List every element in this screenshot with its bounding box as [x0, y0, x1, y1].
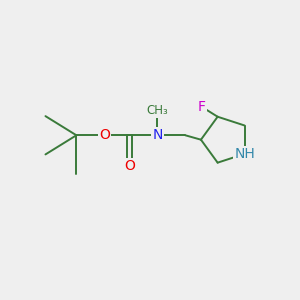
Text: F: F	[197, 100, 206, 114]
Text: N: N	[152, 128, 163, 142]
Text: O: O	[99, 128, 110, 142]
Text: CH₃: CH₃	[146, 104, 168, 117]
Text: NH: NH	[234, 147, 255, 161]
Text: O: O	[124, 159, 135, 173]
